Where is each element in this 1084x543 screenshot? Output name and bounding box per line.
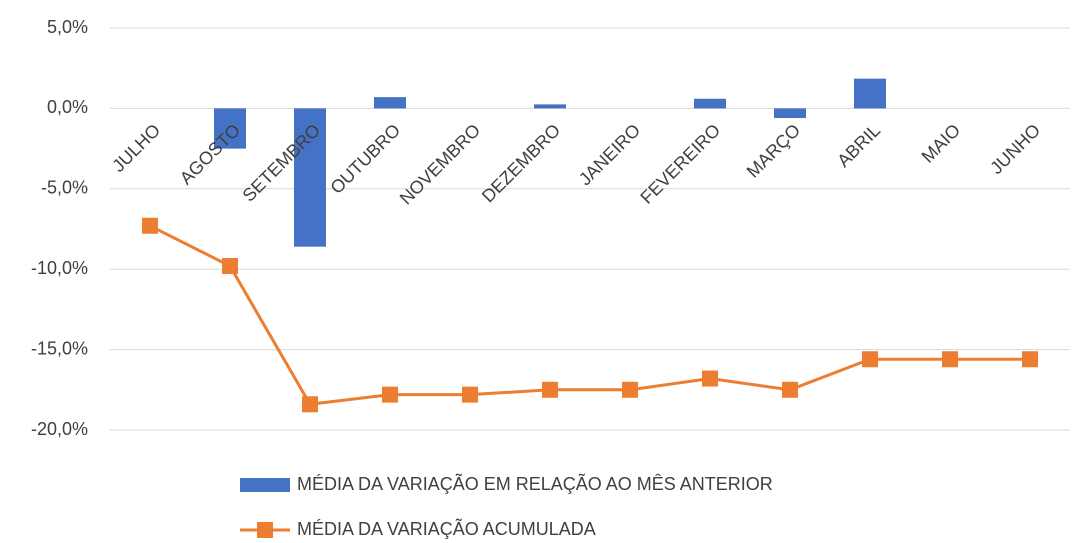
x-tick-label: JUNHO bbox=[986, 120, 1044, 178]
marker bbox=[702, 370, 718, 387]
legend-label: MÉDIA DA VARIAÇÃO EM RELAÇÃO AO MÊS ANTE… bbox=[297, 473, 773, 494]
x-tick-label: NOVEMBRO bbox=[396, 120, 484, 208]
x-tick-label: MAIO bbox=[918, 120, 965, 167]
bar bbox=[374, 97, 406, 109]
marker bbox=[942, 351, 958, 368]
y-tick-label: 5,0% bbox=[47, 17, 88, 37]
y-tick-label: 0,0% bbox=[47, 97, 88, 117]
x-tick-label: JANEIRO bbox=[575, 120, 644, 189]
bar bbox=[694, 98, 726, 109]
marker bbox=[862, 351, 878, 368]
marker bbox=[462, 386, 478, 403]
y-tick-label: -10,0% bbox=[31, 258, 88, 278]
y-tick-label: -20,0% bbox=[31, 419, 88, 439]
y-tick-label: -15,0% bbox=[31, 338, 88, 358]
bar bbox=[214, 108, 246, 149]
legend-swatch bbox=[240, 478, 290, 492]
marker bbox=[1022, 351, 1038, 368]
x-tick-label: AGOSTO bbox=[176, 120, 244, 188]
marker bbox=[142, 217, 158, 234]
bar bbox=[774, 108, 806, 119]
legend-label: MÉDIA DA VARIAÇÃO ACUMULADA bbox=[297, 518, 596, 539]
x-tick-label: MARÇO bbox=[743, 120, 805, 182]
marker bbox=[382, 386, 398, 403]
x-tick-label: JULHO bbox=[108, 120, 164, 176]
marker bbox=[622, 381, 638, 398]
marker bbox=[542, 381, 558, 398]
x-tick-label: DEZEMBRO bbox=[478, 120, 564, 206]
legend-marker bbox=[257, 522, 273, 538]
y-tick-label: -5,0% bbox=[41, 178, 88, 198]
x-tick-label: ABRIL bbox=[833, 120, 884, 171]
marker bbox=[222, 257, 238, 274]
x-tick-label: OUTUBRO bbox=[326, 120, 404, 198]
marker bbox=[302, 396, 318, 413]
bar bbox=[854, 78, 886, 109]
x-tick-label: FEVEREIRO bbox=[636, 120, 724, 208]
marker bbox=[782, 381, 798, 398]
line bbox=[149, 224, 1030, 406]
bar bbox=[294, 108, 326, 247]
bar bbox=[534, 104, 566, 109]
